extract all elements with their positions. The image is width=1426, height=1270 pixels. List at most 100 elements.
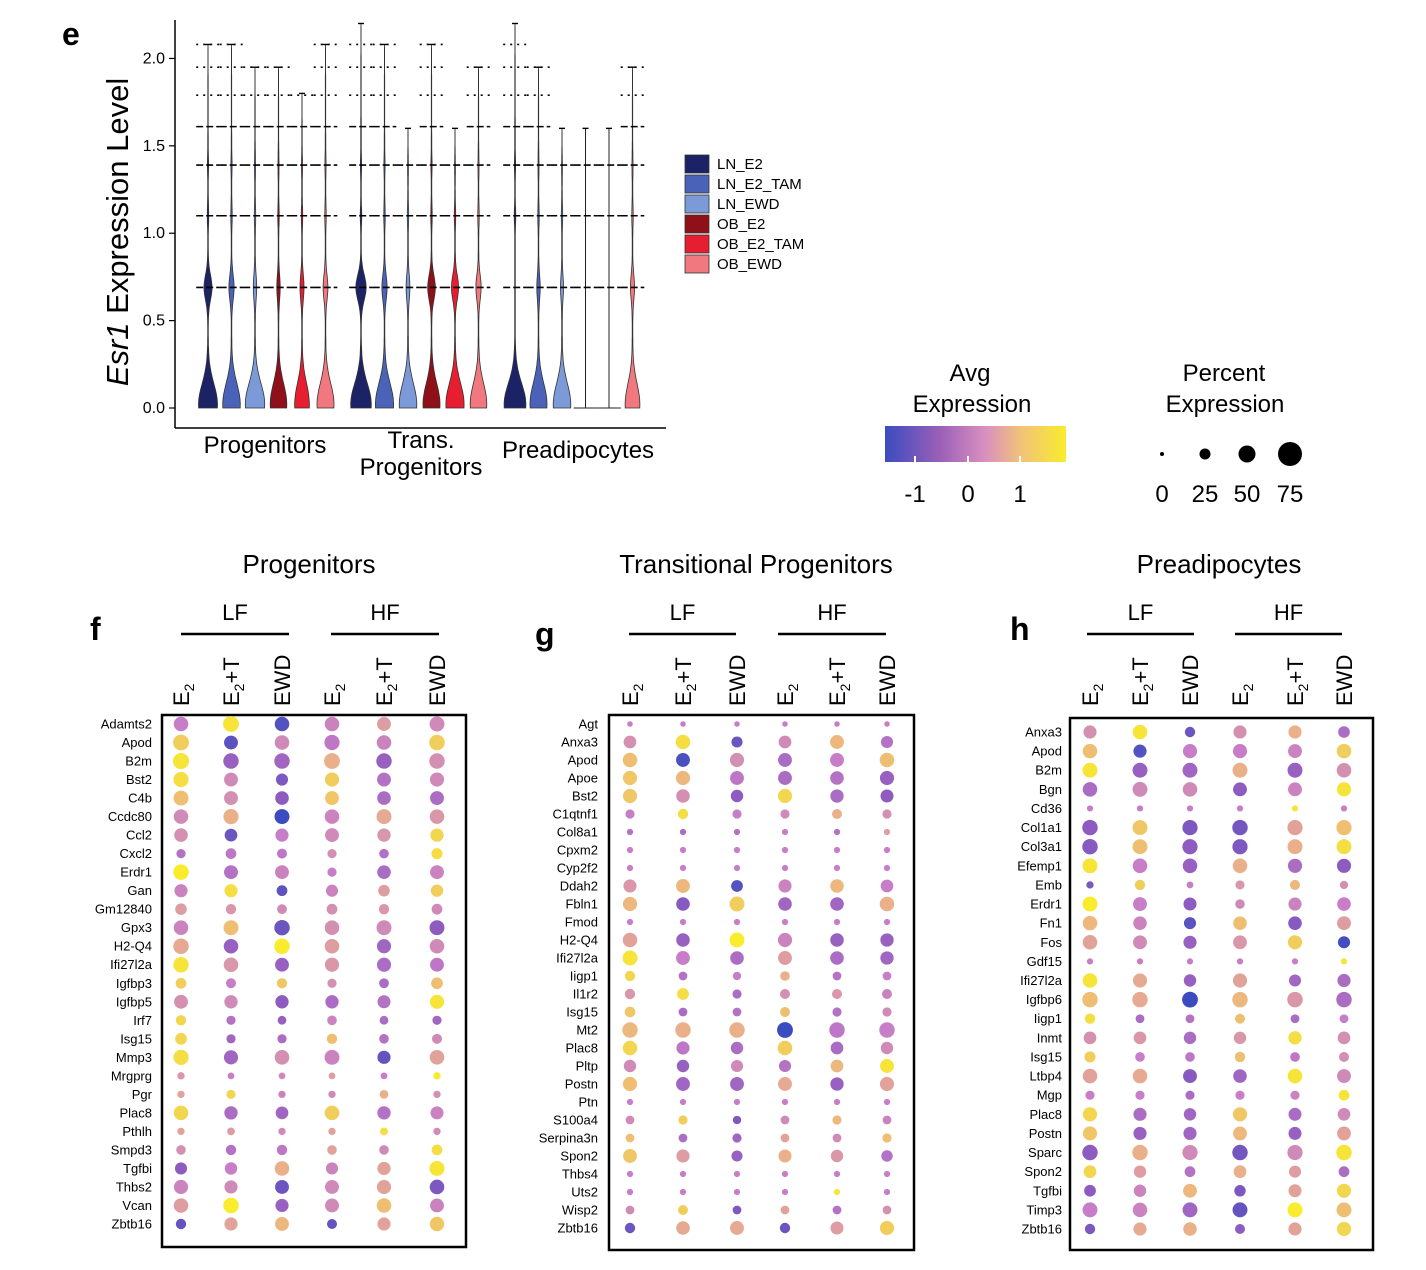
gene-label: Fn1 xyxy=(1040,916,1062,931)
expression-dot xyxy=(1235,899,1245,909)
expression-dot xyxy=(379,848,389,859)
expression-dot xyxy=(883,1098,891,1106)
expression-dot xyxy=(1083,1165,1097,1179)
expression-dot xyxy=(883,1188,891,1196)
expression-dot xyxy=(1082,1107,1098,1122)
gene-label: Timp3 xyxy=(1026,1202,1062,1217)
column-label: EWD xyxy=(725,655,750,706)
violin-body xyxy=(398,128,418,409)
expression-dot xyxy=(275,957,289,972)
gene-label: Uts2 xyxy=(571,1185,598,1200)
expression-dot xyxy=(325,995,339,1009)
gene-label: Gpx3 xyxy=(121,920,152,935)
violin-legend: LN_E2 LN_E2_TAM LN_EWD OB_E2 OB_E2_TAM OB_EWD xyxy=(684,154,804,274)
expression-dot xyxy=(830,1041,844,1055)
expression-dot xyxy=(224,772,238,787)
expression-dot xyxy=(833,828,841,836)
expression-dot xyxy=(379,978,389,989)
expression-dot xyxy=(1082,743,1098,759)
gene-label: Inmt xyxy=(1037,1030,1063,1045)
expression-dot xyxy=(324,716,340,732)
expression-dot xyxy=(1336,762,1352,778)
expression-dot xyxy=(732,971,742,981)
expression-dot xyxy=(224,995,238,1009)
expression-dot xyxy=(274,753,290,769)
expression-dot xyxy=(226,1089,236,1099)
expression-dot xyxy=(879,1022,895,1038)
expression-dot xyxy=(376,1179,392,1195)
expression-dot xyxy=(1339,1051,1349,1062)
expression-dot xyxy=(733,1170,741,1178)
expression-dot xyxy=(1182,819,1198,836)
y-tick-label: 0.0 xyxy=(143,400,165,417)
violin-ln-e2-tam xyxy=(372,43,397,409)
gene-label: Gan xyxy=(127,883,152,898)
avg-key-colorbar xyxy=(885,426,1066,462)
gene-label: B2m xyxy=(1035,763,1062,778)
pct-key-title-line2: Expression xyxy=(1166,391,1285,418)
expression-dot xyxy=(1287,935,1303,950)
expression-dot xyxy=(732,1007,742,1017)
expression-dot xyxy=(1183,1222,1197,1236)
violin-ob-e2-tam xyxy=(290,92,314,409)
expression-dot xyxy=(274,1050,290,1065)
gene-label: Plac8 xyxy=(119,1105,152,1120)
expression-dot xyxy=(430,828,444,842)
expression-dot xyxy=(327,867,337,877)
expression-dot xyxy=(1232,991,1248,1008)
expression-dot xyxy=(1290,1090,1300,1100)
size-key-dot xyxy=(1238,445,1256,463)
expression-dot xyxy=(380,1127,388,1136)
expression-dot xyxy=(780,1007,790,1017)
expression-dot xyxy=(1183,974,1197,987)
expression-dot xyxy=(778,771,792,785)
expression-dot xyxy=(328,1090,336,1099)
expression-dot xyxy=(626,846,634,854)
expression-dot xyxy=(1132,839,1148,855)
expression-dot xyxy=(1133,744,1147,758)
expression-dot xyxy=(277,1034,287,1044)
panel-label-h: h xyxy=(1010,611,1030,647)
dotplot-frame xyxy=(1068,716,1375,1252)
expression-dot xyxy=(326,1033,338,1045)
expression-dot xyxy=(1232,839,1248,855)
x-category-label: Trans. xyxy=(387,427,454,454)
expression-dot xyxy=(324,772,340,787)
expression-dot xyxy=(882,1115,892,1125)
expression-dot xyxy=(324,1049,340,1065)
expression-dot xyxy=(431,977,443,990)
expression-dot xyxy=(883,846,891,854)
expression-dot xyxy=(624,970,636,982)
expression-dot xyxy=(1082,1068,1098,1084)
expression-dot xyxy=(1132,724,1148,740)
gene-label: Ifi27l2a xyxy=(110,957,153,972)
expression-dot xyxy=(1336,782,1352,797)
gene-label: Vcan xyxy=(122,1198,152,1213)
y-axis-label-gene: Esr1 xyxy=(100,322,135,386)
gene-label: Erdr1 xyxy=(120,865,152,880)
expression-dot xyxy=(326,903,338,915)
violin-body xyxy=(244,67,266,409)
expression-dot xyxy=(1236,958,1244,965)
expression-dot xyxy=(1086,805,1094,812)
size-key-label: 25 xyxy=(1192,481,1219,508)
gene-label: C4b xyxy=(128,791,152,806)
violin-ob-e2-tam xyxy=(597,127,621,409)
size-key-label: 0 xyxy=(1155,481,1168,508)
expression-dot xyxy=(1287,1144,1303,1161)
gene-label: Anxa3 xyxy=(561,735,598,750)
expression-dot xyxy=(276,1144,288,1156)
gene-label: Gm12840 xyxy=(95,902,152,917)
gene-label: Thbs2 xyxy=(116,1179,152,1194)
violin-ob-e2-tam xyxy=(443,127,467,409)
expression-dot xyxy=(1084,1223,1096,1235)
expression-dot xyxy=(832,1007,842,1017)
expression-dot xyxy=(1084,1051,1096,1063)
expression-dot xyxy=(225,903,237,915)
expression-dot xyxy=(1288,916,1302,930)
expression-dot xyxy=(1232,1107,1248,1122)
expression-dot xyxy=(1183,897,1197,911)
expression-dot xyxy=(1133,1107,1147,1121)
gene-label: Irf7 xyxy=(133,1013,152,1028)
column-label: E2+T xyxy=(1283,657,1311,706)
